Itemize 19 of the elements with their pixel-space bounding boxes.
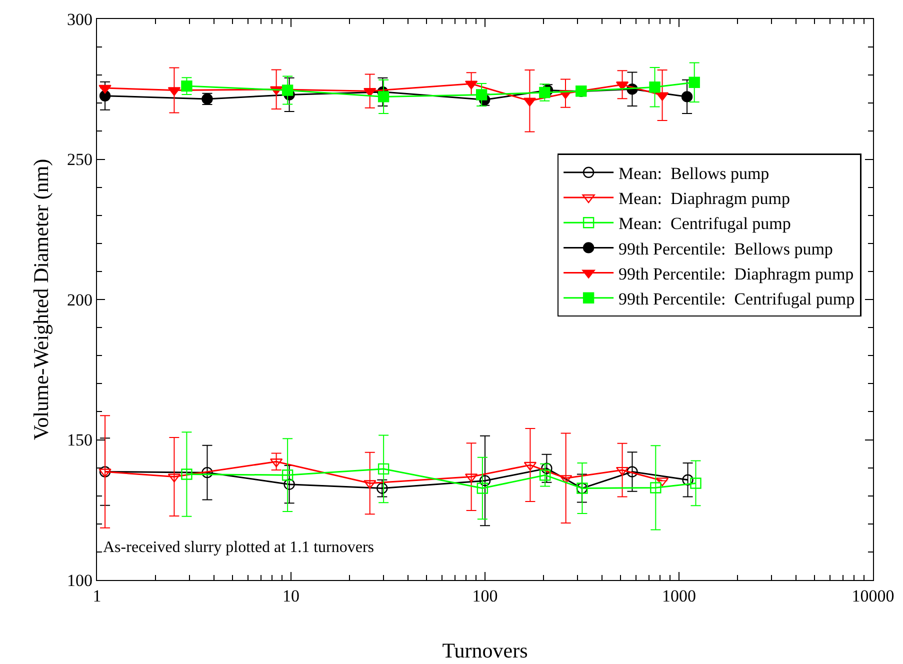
annotation: As-received slurry plotted at 1.1 turnovers — [103, 539, 374, 556]
legend-label: Mean: Diaphragm pump — [618, 189, 790, 208]
y-tick-label: 200 — [67, 290, 92, 310]
legend-label: 99th Percentile: Diaphragm pump — [618, 264, 854, 284]
x-axis-title: Turnovers — [442, 638, 528, 663]
x-tick-label: 1 — [92, 586, 102, 606]
y-axis-title: Volume-Weighted Diameter (nm) — [29, 158, 54, 440]
x-tick-label: 100 — [472, 586, 498, 606]
y-tick-label: 100 — [67, 570, 92, 590]
legend-label: 99th Percentile: Centrifugal pump — [618, 290, 855, 309]
y-tick-label: 300 — [67, 10, 92, 29]
y-tick-label: 150 — [67, 430, 92, 450]
legend-label: Mean: Centrifugal pump — [618, 214, 791, 234]
x-tick-label: 10 — [282, 586, 300, 606]
y-tick-label: 250 — [67, 150, 92, 170]
legend-label: Mean: Bellows pump — [618, 164, 770, 184]
legend-label: 99th Percentile: Bellows pump — [618, 239, 833, 258]
x-tick-label: 1000 — [662, 586, 696, 606]
x-tick-label: 10000 — [852, 586, 894, 606]
